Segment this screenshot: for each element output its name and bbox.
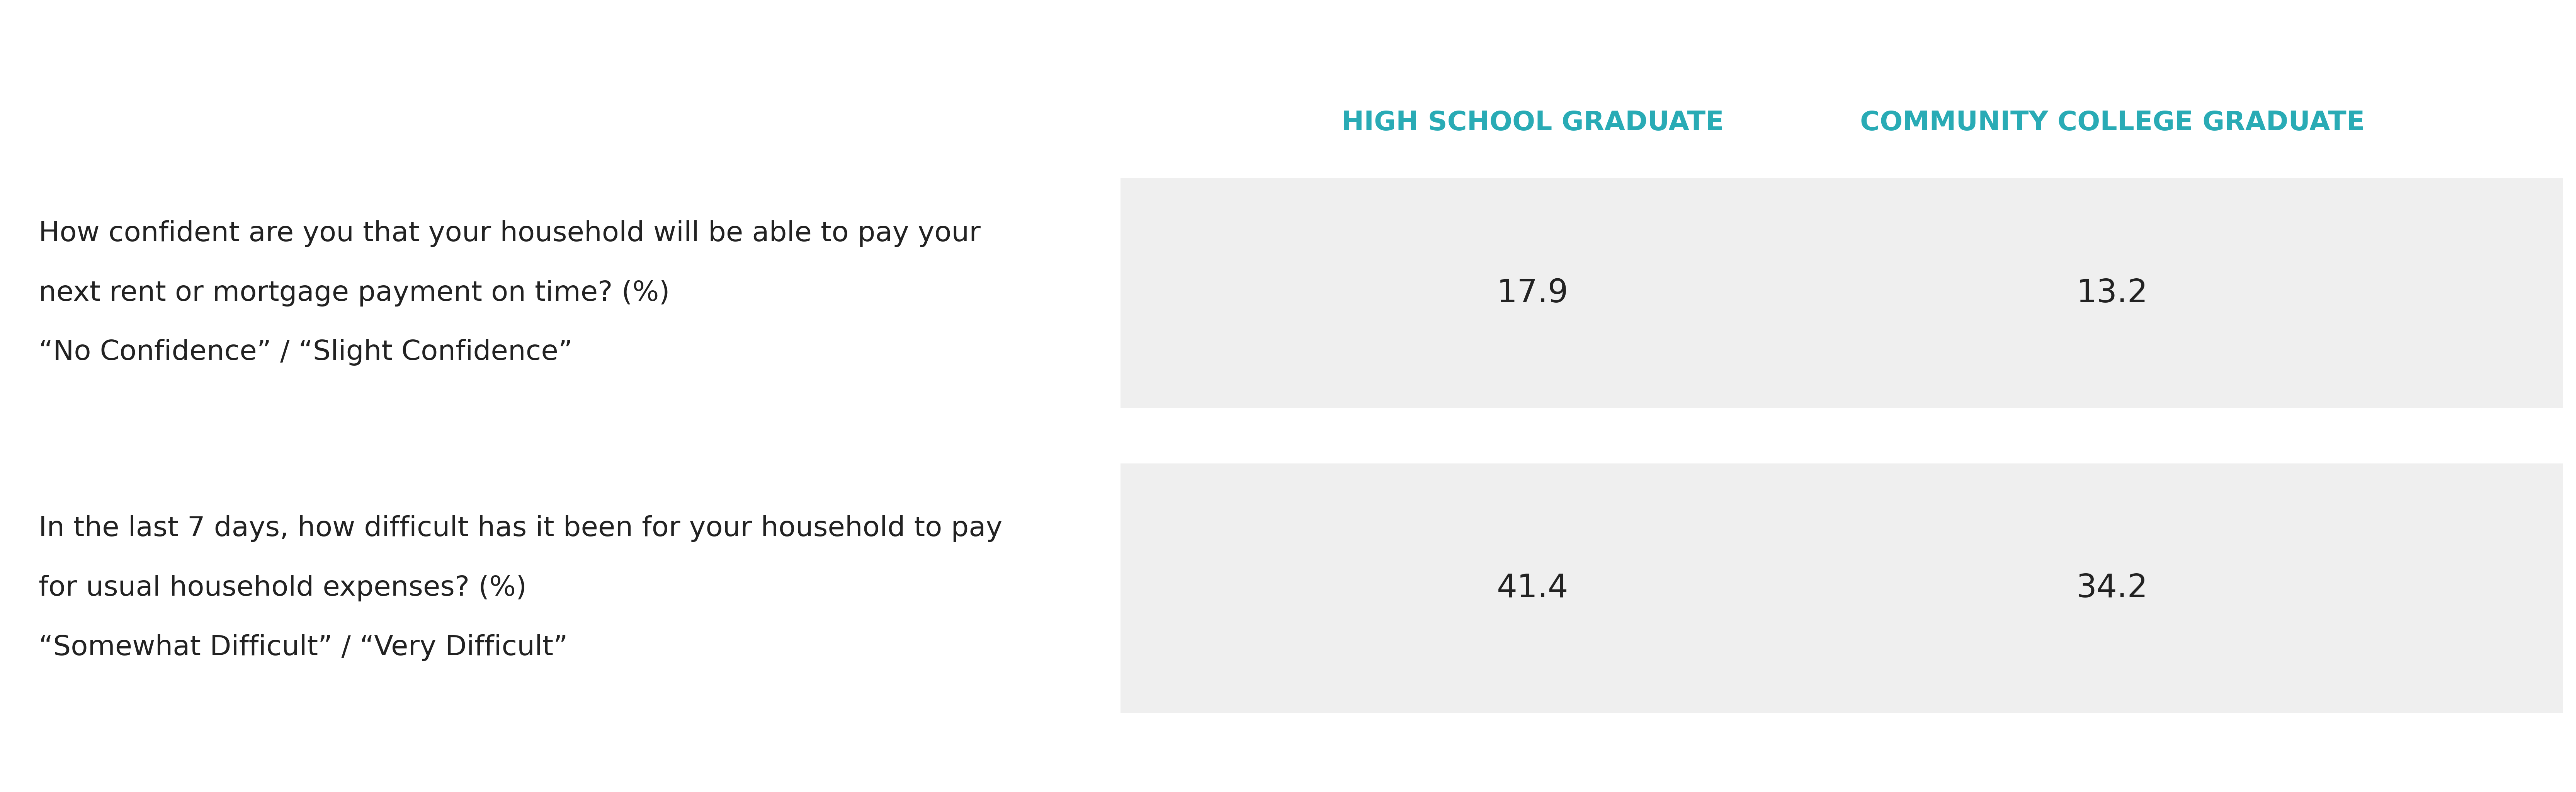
Text: 13.2: 13.2 xyxy=(2076,277,2148,309)
FancyBboxPatch shape xyxy=(1121,463,2563,713)
Text: COMMUNITY COLLEGE GRADUATE: COMMUNITY COLLEGE GRADUATE xyxy=(1860,110,2365,135)
Text: 41.4: 41.4 xyxy=(1497,573,1569,604)
FancyBboxPatch shape xyxy=(1121,178,2563,408)
Text: for usual household expenses? (%): for usual household expenses? (%) xyxy=(39,575,526,601)
Text: 34.2: 34.2 xyxy=(2076,573,2148,604)
Text: HIGH SCHOOL GRADUATE: HIGH SCHOOL GRADUATE xyxy=(1342,110,1723,135)
Text: next rent or mortgage payment on time? (%): next rent or mortgage payment on time? (… xyxy=(39,280,670,307)
Text: In the last 7 days, how difficult has it been for your household to pay: In the last 7 days, how difficult has it… xyxy=(39,516,1002,542)
Text: How confident are you that your household will be able to pay your: How confident are you that your househol… xyxy=(39,220,981,247)
Text: “Somewhat Difficult” / “Very Difficult”: “Somewhat Difficult” / “Very Difficult” xyxy=(39,634,567,661)
Text: 17.9: 17.9 xyxy=(1497,277,1569,309)
Text: “No Confidence” / “Slight Confidence”: “No Confidence” / “Slight Confidence” xyxy=(39,339,572,366)
